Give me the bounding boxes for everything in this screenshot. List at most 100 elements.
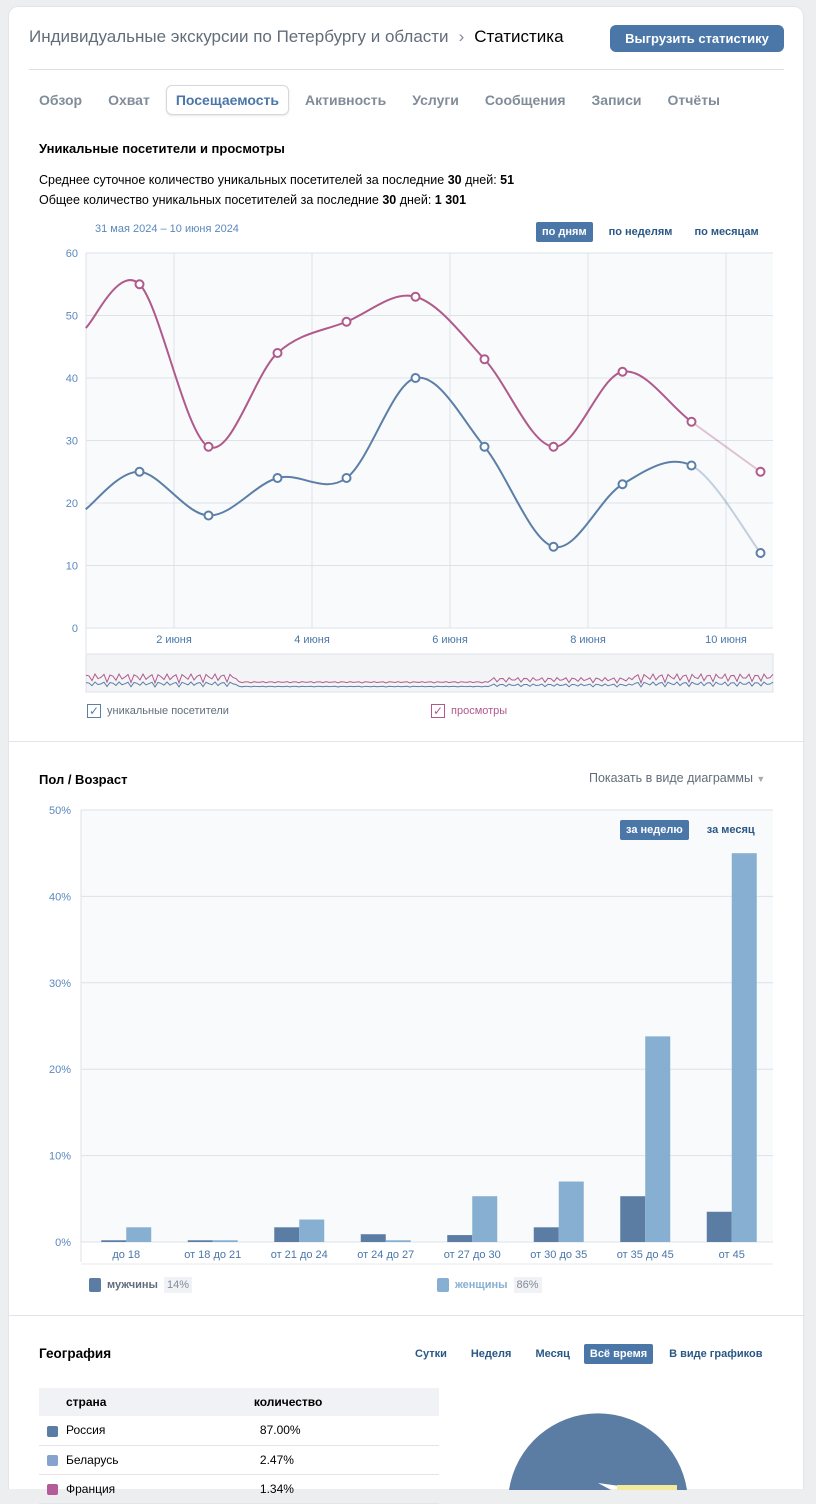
x-tick-label: от 18 до 21 bbox=[184, 1249, 241, 1261]
bar-male bbox=[447, 1235, 473, 1242]
swatch-icon bbox=[47, 1425, 58, 1437]
swatch-icon bbox=[47, 1483, 58, 1495]
x-tick-label: 8 июня bbox=[570, 634, 606, 646]
data-point bbox=[203, 441, 214, 452]
tab-activity[interactable]: Активность bbox=[305, 92, 387, 108]
legend-views[interactable]: ✓ просмотры bbox=[431, 704, 507, 718]
series-line-partial-1 bbox=[690, 420, 762, 473]
label: Среднее суточное количество уникальных п… bbox=[39, 173, 448, 187]
view-as-graphs[interactable]: В виде графиков bbox=[669, 1348, 763, 1360]
col-count: количество bbox=[253, 1388, 439, 1416]
series-line-1 bbox=[84, 279, 693, 449]
swatch-icon bbox=[437, 1278, 449, 1292]
data-point bbox=[548, 441, 559, 452]
y-tick-label: 20 bbox=[66, 498, 78, 510]
table-row: Россия 87.00% bbox=[39, 1416, 439, 1446]
geo-pie-chart bbox=[509, 1413, 687, 1490]
bar-male bbox=[187, 1240, 213, 1242]
view-toggle-dropdown[interactable]: Показать в виде диаграммы ▼ bbox=[589, 771, 765, 785]
period-switch: по дням по неделям по месяцам bbox=[536, 222, 765, 242]
label: дней: bbox=[461, 173, 501, 187]
tab-services[interactable]: Услуги bbox=[412, 92, 459, 108]
bar-male bbox=[706, 1211, 732, 1242]
tab-reports[interactable]: Отчёты bbox=[667, 92, 721, 108]
period-week[interactable]: Неделя bbox=[470, 1348, 512, 1360]
data-point bbox=[479, 354, 490, 365]
tab-attendance[interactable]: Посещаемость bbox=[165, 85, 289, 115]
export-stats-button[interactable]: Выгрузить статистику bbox=[610, 25, 784, 52]
label: женщины bbox=[455, 1279, 508, 1291]
legend-label: просмотры bbox=[451, 705, 508, 717]
data-point bbox=[410, 373, 421, 383]
value: 51 bbox=[500, 173, 515, 187]
divider bbox=[29, 69, 784, 70]
female-percent: 86% bbox=[513, 1277, 542, 1293]
bar-female bbox=[126, 1227, 152, 1242]
gender-age-title: Пол / Возраст bbox=[39, 772, 128, 787]
chevron-down-icon: ▼ bbox=[756, 774, 766, 784]
bar-female bbox=[472, 1196, 498, 1242]
period-month[interactable]: за месяц bbox=[706, 824, 755, 836]
x-tick-label: от 21 до 24 bbox=[271, 1249, 328, 1261]
legend-male: мужчины 14% bbox=[89, 1277, 192, 1293]
checkbox-icon[interactable]: ✓ bbox=[87, 704, 101, 718]
x-tick-label: от 30 до 35 bbox=[530, 1249, 587, 1261]
value: 87.00% bbox=[253, 1416, 439, 1446]
navigator bbox=[85, 653, 774, 693]
series-line-partial-0 bbox=[691, 464, 762, 554]
period-all-time[interactable]: Всё время bbox=[583, 1344, 654, 1364]
value: 2.47% bbox=[253, 1445, 439, 1475]
geo-table: страна количество Россия 87.00% Беларусь 2.… bbox=[39, 1388, 439, 1504]
period-days[interactable]: по дням bbox=[536, 222, 593, 242]
avg-daily-visitors: Среднее суточное количество уникальных п… bbox=[39, 170, 514, 190]
date-range[interactable]: 31 мая 2024 – 10 июня 2024 bbox=[95, 223, 239, 235]
data-point bbox=[686, 416, 697, 427]
data-point bbox=[617, 479, 628, 490]
legend-label: уникальные посетители bbox=[107, 705, 229, 717]
y-tick-label: 30% bbox=[49, 978, 71, 990]
legend-female: женщины 86% bbox=[437, 1277, 542, 1293]
bar-female bbox=[385, 1240, 411, 1242]
period-weeks[interactable]: по неделям bbox=[608, 226, 673, 238]
days: 30 bbox=[382, 193, 397, 207]
swatch-icon bbox=[47, 1454, 58, 1466]
period-week[interactable]: за неделю bbox=[620, 820, 689, 840]
tab-messages[interactable]: Сообщения bbox=[484, 92, 566, 108]
x-tick-label: от 35 до 45 bbox=[617, 1249, 674, 1261]
x-tick-label: 2 июня bbox=[156, 634, 192, 646]
bar-male bbox=[101, 1240, 127, 1242]
x-tick-label: 4 июня bbox=[294, 634, 330, 646]
x-tick-label: до 18 bbox=[112, 1249, 140, 1261]
data-point bbox=[203, 510, 214, 521]
tab-posts[interactable]: Записи bbox=[591, 92, 642, 108]
data-point bbox=[617, 366, 628, 377]
checkbox-icon[interactable]: ✓ bbox=[431, 704, 445, 718]
x-tick-label: от 45 bbox=[719, 1249, 745, 1261]
country: Россия bbox=[66, 1423, 106, 1438]
chevron-right-icon: › bbox=[458, 27, 465, 46]
breadcrumb-group-link[interactable]: Индивидуальные экскурсии по Петербургу и… bbox=[29, 27, 449, 46]
visits-title: Уникальные посетители и просмотры bbox=[39, 141, 285, 156]
period-month[interactable]: Месяц bbox=[535, 1348, 570, 1360]
tab-overview[interactable]: Обзор bbox=[39, 92, 83, 108]
label: Общее количество уникальных посетителей … bbox=[39, 193, 383, 207]
legend-visitors[interactable]: ✓ уникальные посетители bbox=[87, 704, 229, 718]
y-tick-label: 0 bbox=[72, 623, 78, 635]
dropdown-label: Показать в виде диаграммы bbox=[589, 771, 753, 785]
x-tick-label: 6 июня bbox=[432, 634, 468, 646]
period-months[interactable]: по месяцам bbox=[694, 226, 759, 238]
label: мужчины bbox=[107, 1279, 158, 1291]
data-point bbox=[134, 279, 145, 290]
y-tick-label: 10 bbox=[66, 561, 78, 573]
value: 1 301 bbox=[434, 193, 467, 207]
data-point bbox=[755, 548, 766, 558]
x-tick-label: 10 июня bbox=[705, 634, 747, 646]
y-tick-label: 30 bbox=[66, 436, 78, 448]
gender-period-switch: за неделю за месяц bbox=[620, 820, 761, 840]
data-point bbox=[341, 473, 352, 483]
bar-female bbox=[299, 1219, 325, 1242]
period-day[interactable]: Сутки bbox=[415, 1348, 447, 1360]
male-percent: 14% bbox=[163, 1277, 192, 1293]
tab-reach[interactable]: Охват bbox=[108, 92, 150, 108]
data-point bbox=[272, 348, 283, 358]
